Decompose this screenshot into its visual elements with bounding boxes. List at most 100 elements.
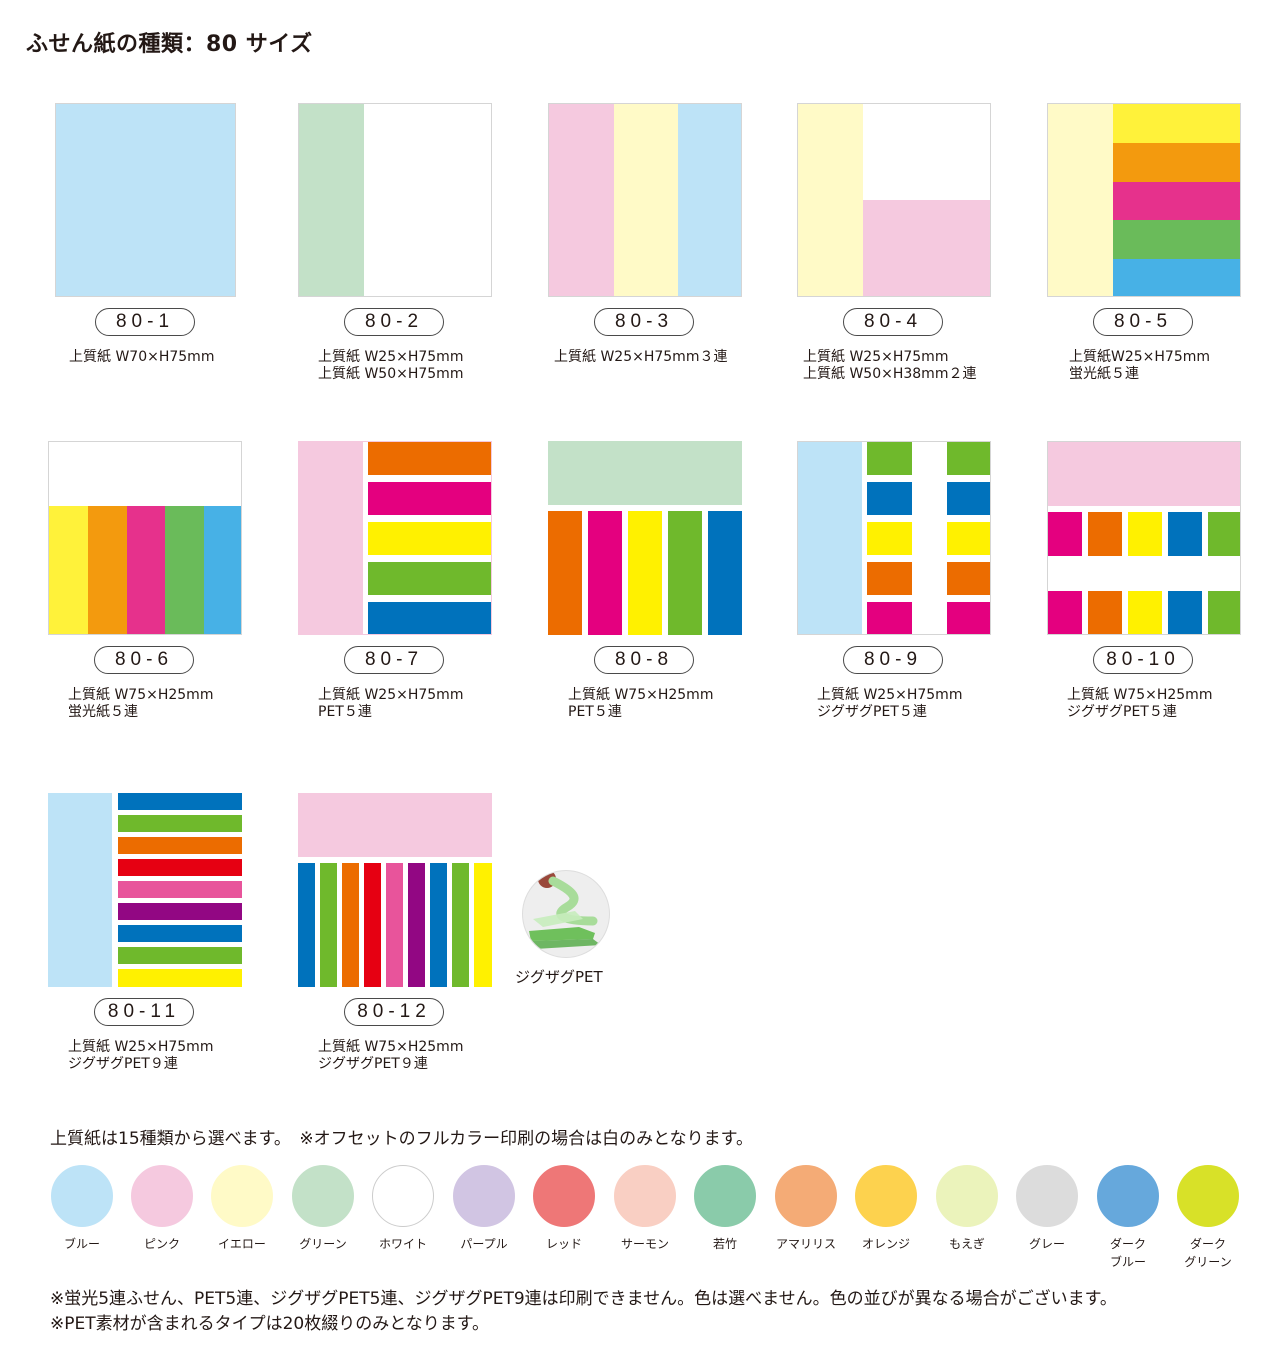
paper-block — [299, 442, 363, 634]
note-preview — [797, 441, 991, 635]
swatch-yellow: イエロー — [210, 1165, 274, 1253]
footnote-pet-sheets: ※PET素材が含まれるタイプは20枚綴りのみとなります。 — [50, 1314, 490, 1334]
product-code-badge: 80-11 — [94, 998, 194, 1026]
zigzag-pet-label: ジグザグPET — [515, 968, 603, 986]
pet-strip — [368, 562, 491, 595]
color-dot — [1016, 1165, 1078, 1227]
pet-strip — [320, 863, 337, 987]
product-desc: 上質紙 W75×H25mm PET５連 — [568, 687, 714, 720]
pet-strip — [118, 793, 242, 810]
pet-strip — [628, 511, 662, 635]
pet-strip — [668, 511, 702, 635]
pet-strip — [867, 442, 912, 475]
pet-strip — [408, 863, 425, 987]
swatch-label: レッド — [545, 1237, 582, 1251]
pet-strip — [1048, 512, 1082, 556]
color-dot — [51, 1165, 113, 1227]
product-desc: 上質紙 W70×H75mm — [69, 349, 215, 365]
paper-block — [798, 442, 862, 634]
zigzag-pet-illustration — [529, 871, 601, 949]
note-preview — [1047, 441, 1241, 635]
swatch-label: もえぎ — [949, 1237, 985, 1251]
paper-color-swatches: ブルー ピンク イエロー グリーン ホワイト パープル レッド サーモン 若竹 … — [50, 1165, 1250, 1275]
product-desc: 上質紙W25×H75mm 蛍光紙５連 — [1069, 349, 1211, 382]
color-dot — [1097, 1165, 1159, 1227]
pet-strip — [1128, 512, 1162, 556]
paper-block — [56, 104, 235, 296]
product-code-badge: 80-1 — [95, 308, 195, 336]
paper-block — [548, 441, 742, 505]
pet-strip — [1168, 591, 1202, 634]
swatch-amaryllis: アマリリス — [774, 1165, 838, 1253]
pet-strip — [430, 863, 447, 987]
product-desc: 上質紙 W25×H75mm PET５連 — [318, 687, 464, 720]
pet-strip — [1208, 591, 1240, 634]
swatch-moegi: もえぎ — [935, 1165, 999, 1253]
product-desc: 上質紙 W25×H75mm３連 — [554, 349, 728, 365]
paper-block — [48, 793, 112, 987]
swatch-label: ホワイト — [378, 1237, 427, 1251]
note-preview — [548, 103, 742, 297]
swatch-white: ホワイト — [371, 1165, 435, 1253]
pet-strip — [1128, 591, 1162, 634]
swatch-orange: オレンジ — [854, 1165, 918, 1253]
product-desc: 上質紙 W25×H75mm ジグザグPET９連 — [68, 1039, 214, 1072]
pet-strip — [118, 859, 242, 876]
fluo-strip — [1113, 182, 1240, 220]
product-code-badge: 80-5 — [1093, 308, 1193, 336]
swatch-salmon: サーモン — [613, 1165, 677, 1253]
color-dot — [694, 1165, 756, 1227]
fluo-strip — [1113, 220, 1240, 259]
note-preview — [298, 103, 492, 297]
pet-strip — [368, 602, 491, 634]
pet-strip — [118, 903, 242, 920]
fluo-strip — [127, 506, 165, 634]
fluo-strip — [204, 506, 241, 634]
footnote-print-restriction: ※蛍光5連ふせん、PET5連、ジグザグPET5連、ジグザグPET9連は印刷できま… — [50, 1289, 1117, 1309]
product-code-badge: 80-3 — [594, 308, 694, 336]
pet-strip — [118, 881, 242, 898]
product-desc: 上質紙 W75×H25mm 蛍光紙５連 — [68, 687, 214, 720]
paper-block — [299, 104, 364, 296]
fluo-strip — [165, 506, 204, 634]
swatch-label: ブルー — [63, 1237, 100, 1251]
product-code-badge: 80-12 — [344, 998, 444, 1026]
pet-strip — [867, 482, 912, 515]
note-preview — [48, 441, 242, 635]
paper-color-note: 上質紙は15種類から選べます。 ※オフセットのフルカラー印刷の場合は白のみとなり… — [50, 1129, 753, 1149]
note-preview — [298, 441, 492, 635]
swatch-label: グレー — [1028, 1237, 1065, 1251]
paper-block — [298, 793, 492, 857]
product-code-badge: 80-6 — [94, 646, 194, 674]
product-code-badge: 80-2 — [344, 308, 444, 336]
pet-strip — [947, 602, 990, 634]
pet-strip — [947, 562, 990, 595]
pet-strip — [708, 511, 742, 635]
color-dot — [533, 1165, 595, 1227]
pet-strip — [342, 863, 359, 987]
color-dot — [614, 1165, 676, 1227]
color-dot — [453, 1165, 515, 1227]
paper-block — [798, 104, 863, 296]
pet-strip — [452, 863, 469, 987]
product-code-badge: 80-4 — [843, 308, 943, 336]
pet-strip — [474, 863, 492, 987]
note-preview — [55, 103, 236, 297]
product-desc: 上質紙 W25×H75mm ジグザグPET５連 — [817, 687, 963, 720]
color-dot — [372, 1165, 434, 1227]
zigzag-pet-photo — [522, 870, 610, 958]
paper-block — [1048, 442, 1240, 506]
paper-block — [549, 104, 614, 296]
pet-strip — [867, 602, 912, 634]
swatch-dark-blue: ダーク ブルー — [1096, 1165, 1160, 1271]
pet-strip — [947, 522, 990, 555]
swatch-label: グリーン — [299, 1237, 347, 1251]
color-dot — [131, 1165, 193, 1227]
pet-strip — [368, 522, 491, 555]
paper-block — [678, 104, 741, 296]
color-dot — [775, 1165, 837, 1227]
pet-strip — [386, 863, 403, 987]
fluo-strip — [1113, 104, 1240, 143]
swatch-purple: パープル — [452, 1165, 516, 1253]
pet-strip — [118, 947, 242, 964]
